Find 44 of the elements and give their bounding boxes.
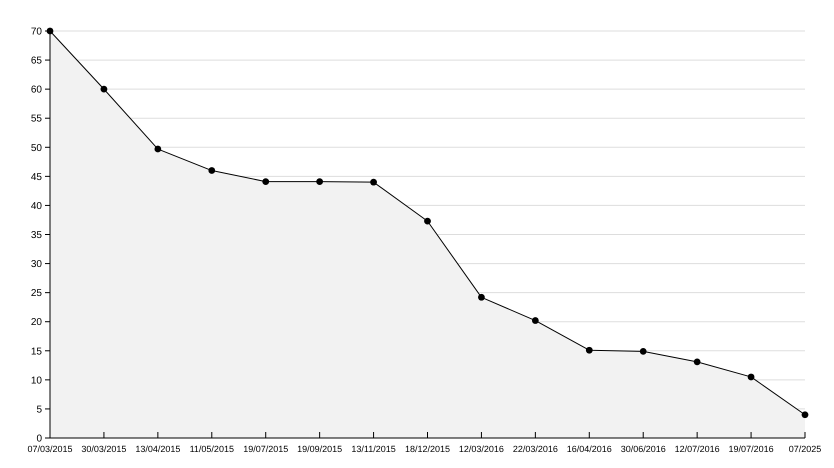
x-tick-label: 13/04/2015 (135, 444, 180, 454)
y-tick-label: 5 (36, 404, 42, 416)
point (802, 411, 808, 418)
x-tick-label: 16/04/2016 (566, 444, 612, 454)
x-tick-label: 07/2025 (788, 444, 822, 454)
x-tick-label: 12/07/2016 (674, 444, 720, 454)
y-tick-label: 55 (30, 114, 42, 125)
y-tick-label: 10 (30, 375, 42, 386)
x-tick-label: 13/11/2015 (351, 444, 396, 454)
x-tick-label: 30/06/2016 (620, 444, 666, 454)
y-tick-label: 70 (30, 26, 42, 38)
point (694, 358, 701, 366)
x-tick-label: 18/12/2015 (404, 444, 450, 454)
y-tick-label: 20 (30, 317, 42, 328)
x-tick-label: 19/09/2015 (297, 444, 342, 454)
y-tick-label: 60 (30, 84, 42, 96)
point (424, 218, 431, 225)
y-tick-label: 45 (30, 172, 42, 183)
x-tick-label: 07/03/2015 (27, 444, 73, 454)
x-tick-label: 19/07/2015 (243, 444, 288, 454)
point (262, 178, 270, 185)
y-tick-label: 65 (30, 56, 42, 67)
point (586, 346, 593, 354)
point (532, 317, 539, 324)
y-tick-label: 30 (30, 259, 42, 270)
x-tick-label: 11/05/2015 (190, 444, 234, 454)
point (316, 178, 324, 185)
x-tick-label: 19/07/2016 (728, 444, 774, 454)
point (748, 374, 754, 380)
x-tick-label: 22/03/2016 (512, 444, 558, 454)
x-tick-label: 30/03/2015 (81, 444, 126, 454)
y-tick-label: 50 (30, 142, 42, 154)
point (100, 86, 108, 93)
point (370, 178, 377, 186)
point (478, 294, 485, 301)
y-tick-label: 15 (30, 346, 42, 358)
y-tick-label: 0 (36, 434, 42, 444)
y-tick-label: 35 (30, 230, 42, 241)
point (154, 146, 162, 152)
point (640, 348, 647, 355)
y-tick-label: 25 (30, 288, 42, 300)
x-tick-label: 12/03/2016 (458, 444, 504, 454)
point (208, 167, 216, 174)
y-tick-label: 40 (30, 200, 42, 212)
